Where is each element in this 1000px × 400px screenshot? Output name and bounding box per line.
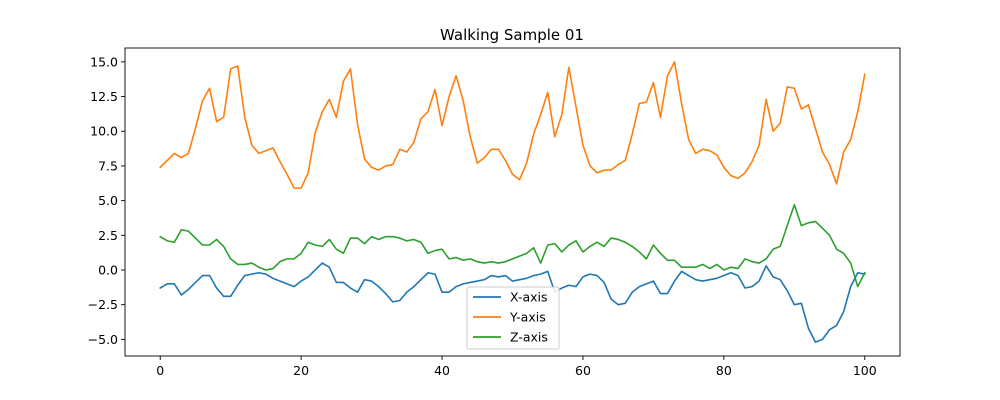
series-layer bbox=[159, 61, 866, 343]
y-tick-label: 12.5 bbox=[90, 89, 118, 104]
x-tick-label: 100 bbox=[853, 363, 877, 378]
y-tick-label: 2.5 bbox=[98, 228, 118, 243]
y-tick-label: −5.0 bbox=[88, 332, 118, 347]
legend-box bbox=[466, 286, 560, 350]
x-tick-label: 60 bbox=[575, 363, 591, 378]
axes-layer: 0 20 40 60 80 100 −5.0 −2.5 0.0 2.5 5.0 7.5 10.0 12.5… bbox=[88, 47, 901, 378]
y-tick-label: −2.5 bbox=[88, 297, 118, 312]
legend: X-axis Y-axis Z-axis bbox=[466, 286, 560, 350]
legend-label-x-axis: X-axis bbox=[510, 290, 548, 305]
y-tick-label: 7.5 bbox=[98, 158, 118, 173]
x-tick-label: 40 bbox=[434, 363, 450, 378]
legend-label-y-axis: Y-axis bbox=[509, 310, 546, 325]
chart-title: Walking Sample 01 bbox=[440, 26, 584, 44]
legend-label-z-axis: Z-axis bbox=[510, 330, 548, 345]
x-tick-label: 20 bbox=[293, 363, 309, 378]
y-tick-label: 15.0 bbox=[90, 54, 118, 69]
series-line-z-axis bbox=[159, 203, 866, 288]
y-tick-label: 0.0 bbox=[98, 262, 118, 277]
y-tick-label: 5.0 bbox=[98, 193, 118, 208]
x-tick-label: 0 bbox=[156, 363, 164, 378]
series-line-x-axis bbox=[159, 262, 866, 343]
series-line-y-axis bbox=[159, 61, 866, 189]
y-tick-label: 10.0 bbox=[90, 124, 118, 139]
plot-frame bbox=[124, 47, 901, 357]
x-tick-label: 80 bbox=[716, 363, 732, 378]
